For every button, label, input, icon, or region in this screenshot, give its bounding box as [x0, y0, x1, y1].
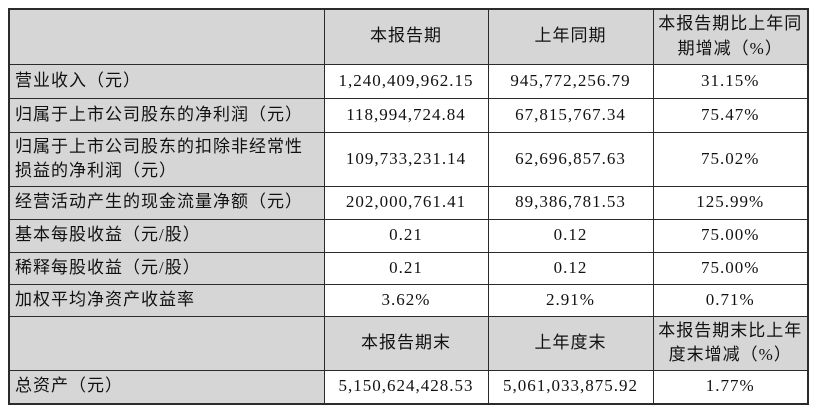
metric-label: 经营活动产生的现金流量净额（元）	[8, 185, 325, 220]
header-prior-period: 上年同期	[487, 8, 654, 65]
table-row-total-assets: 总资产（元） 5,150,624,428.53 5,061,033,875.92…	[8, 370, 809, 405]
change-value: 75.47%	[652, 97, 809, 133]
change-value: 31.15%	[652, 63, 809, 99]
metric-label: 归属于上市公司股东的净利润（元）	[8, 97, 325, 133]
period-end-header-row: 本报告期末 上年度末 本报告期末比上年度末增减（%）	[8, 315, 809, 372]
prior-period-value: 5,061,033,875.92	[487, 370, 654, 405]
header-empty-cell	[8, 315, 325, 372]
change-value: 125.99%	[652, 185, 809, 220]
prior-period-value: 0.12	[487, 218, 654, 253]
metric-label: 营业收入（元）	[8, 63, 325, 99]
header-period-change: 本报告期比上年同期增减（%）	[652, 8, 809, 65]
prior-period-value: 62,696,857.63	[487, 131, 654, 187]
header-period-end-change: 本报告期末比上年度末增减（%）	[652, 315, 809, 372]
table-row-operating-cash-flow: 经营活动产生的现金流量净额（元） 202,000,761.41 89,386,7…	[8, 185, 809, 220]
header-current-period: 本报告期	[323, 8, 489, 65]
current-period-value: 0.21	[323, 218, 489, 253]
current-period-value: 0.21	[323, 251, 489, 285]
change-value: 75.02%	[652, 131, 809, 187]
header-current-period-end: 本报告期末	[323, 315, 489, 372]
current-period-value: 3.62%	[323, 283, 489, 317]
metric-label: 归属于上市公司股东的扣除非经常性损益的净利润（元）	[8, 131, 325, 187]
change-value: 1.77%	[652, 370, 809, 405]
current-period-value: 1,240,409,962.15	[323, 63, 489, 99]
metric-label: 基本每股收益（元/股）	[8, 218, 325, 253]
current-period-value: 5,150,624,428.53	[323, 370, 489, 405]
table-row-diluted-eps: 稀释每股收益（元/股） 0.21 0.12 75.00%	[8, 251, 809, 285]
prior-period-value: 0.12	[487, 251, 654, 285]
metric-label: 加权平均净资产收益率	[8, 283, 325, 317]
prior-period-value: 2.91%	[487, 283, 654, 317]
period-header-row: 本报告期 上年同期 本报告期比上年同期增减（%）	[8, 8, 809, 65]
change-value: 75.00%	[652, 251, 809, 285]
current-period-value: 109,733,231.14	[323, 131, 489, 187]
financial-summary-table: 本报告期 上年同期 本报告期比上年同期增减（%） 营业收入（元） 1,240,4…	[8, 8, 809, 405]
table-row-net-profit-excl-nonrecurring: 归属于上市公司股东的扣除非经常性损益的净利润（元） 109,733,231.14…	[8, 131, 809, 187]
metric-label: 稀释每股收益（元/股）	[8, 251, 325, 285]
prior-period-value: 67,815,767.34	[487, 97, 654, 133]
current-period-value: 118,994,724.84	[323, 97, 489, 133]
change-value: 0.71%	[652, 283, 809, 317]
table-row-basic-eps: 基本每股收益（元/股） 0.21 0.12 75.00%	[8, 218, 809, 253]
header-empty-cell	[8, 8, 325, 65]
table-row-revenue: 营业收入（元） 1,240,409,962.15 945,772,256.79 …	[8, 63, 809, 99]
table-row-net-profit: 归属于上市公司股东的净利润（元） 118,994,724.84 67,815,7…	[8, 97, 809, 133]
table-row-weighted-avg-roe: 加权平均净资产收益率 3.62% 2.91% 0.71%	[8, 283, 809, 317]
header-prior-year-end: 上年度末	[487, 315, 654, 372]
metric-label: 总资产（元）	[8, 370, 325, 405]
prior-period-value: 89,386,781.53	[487, 185, 654, 220]
change-value: 75.00%	[652, 218, 809, 253]
current-period-value: 202,000,761.41	[323, 185, 489, 220]
prior-period-value: 945,772,256.79	[487, 63, 654, 99]
